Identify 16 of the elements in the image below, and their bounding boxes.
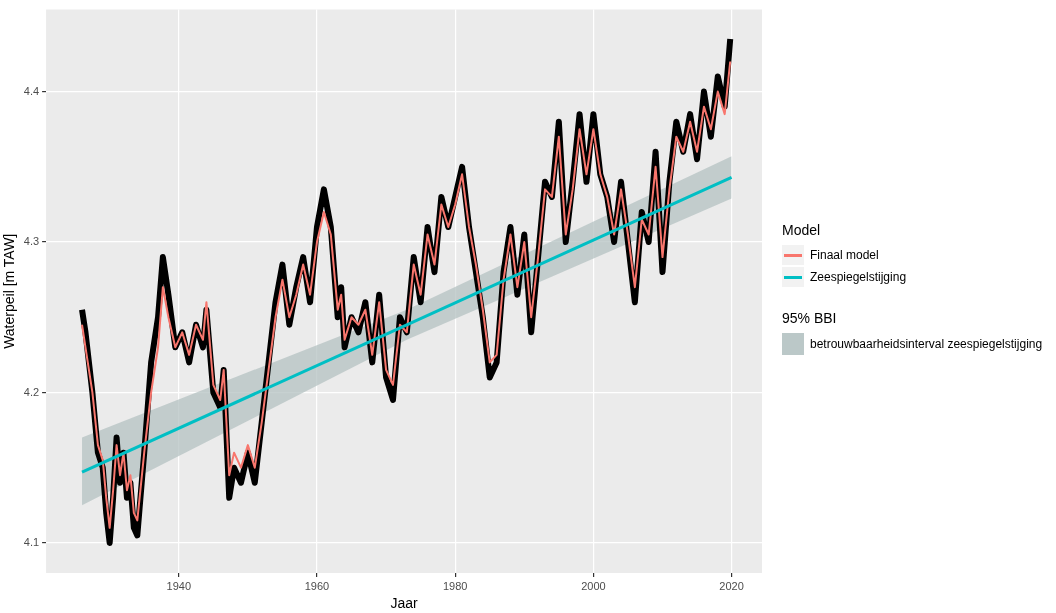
x-axis-title: Jaar xyxy=(390,595,418,612)
x-tick-label: 2000 xyxy=(581,579,606,592)
x-tick-label: 1960 xyxy=(304,579,330,592)
x-tick-label: 2020 xyxy=(719,579,744,592)
y-tick-label: 4.4 xyxy=(23,84,40,97)
legend-label: Zeespiegelstijging xyxy=(810,270,907,284)
x-tick-label: 1940 xyxy=(166,579,192,592)
x-tick-label: 1980 xyxy=(442,579,468,592)
y-tick-label: 4.1 xyxy=(23,535,40,548)
text: betrouwbaarheidsinterval zeespiegelstijging xyxy=(810,337,1043,351)
y-tick-label: 4.3 xyxy=(23,235,40,248)
legend-title: Model xyxy=(782,222,822,238)
legend-label: Finaal model xyxy=(810,248,879,262)
text: 95% BBI xyxy=(782,310,838,326)
y-axis-title: Waterpeil [m TAW] xyxy=(1,233,18,349)
y-tick-label: 4.2 xyxy=(23,385,40,398)
